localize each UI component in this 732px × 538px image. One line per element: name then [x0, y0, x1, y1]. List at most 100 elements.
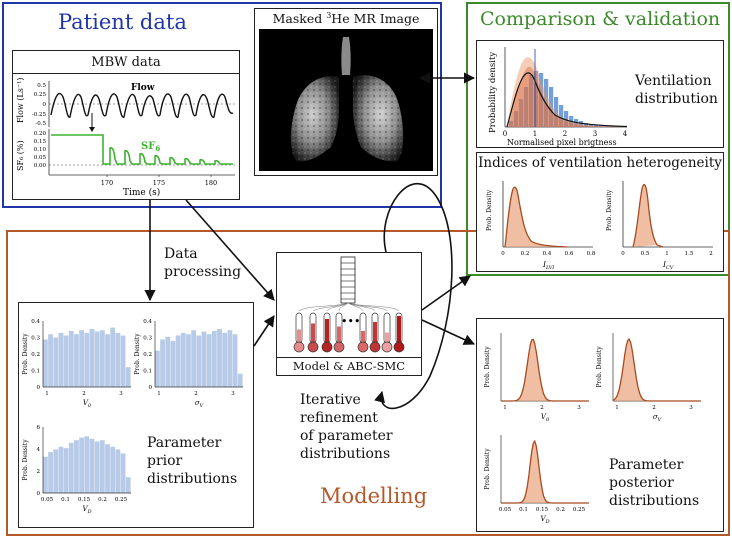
prior-bar [115, 332, 121, 387]
prior-bar [125, 477, 131, 493]
prior-y-tick: 0.2 [143, 352, 152, 358]
prior-bar [63, 335, 69, 387]
model-label: Model & ABC-SMC [292, 359, 406, 373]
lvi-x-tick: 0.4 [543, 251, 552, 257]
mbw-flow-tick: 0.25 [34, 92, 47, 98]
prior-bar [79, 437, 85, 493]
prior-bar [74, 334, 79, 387]
mbw-sf6-tick: 0.15 [34, 139, 47, 145]
ventilation-bar [564, 111, 569, 127]
prior-x-tick: 0.05 [41, 497, 54, 503]
prior-y-tick: 0 [149, 385, 153, 391]
prior-bar [160, 339, 165, 387]
posterior-y-label: Prob. Density [484, 346, 491, 388]
mbw-x-ticks: 170 175 180 [101, 175, 217, 187]
prior-bar [84, 436, 90, 493]
prior-bar [63, 448, 69, 493]
prior-y-tick: 0 [37, 491, 41, 497]
indices-panel: Indices of ventilation heterogeneity Pro… [476, 152, 724, 272]
prior-bar [170, 340, 176, 387]
ventilation-bar [529, 75, 534, 127]
ventilation-label-line1: Ventilation [635, 73, 712, 89]
data-processing-label-line2: processing [164, 264, 242, 280]
mbw-y-sf6-label: SF₆ (%) [16, 140, 25, 171]
prior-bar [94, 441, 100, 493]
prior-bar [99, 440, 105, 493]
prior-bar [115, 449, 121, 493]
trachea [341, 37, 351, 75]
prior-bar [125, 367, 131, 387]
posterior-y-label: Prob. Density [596, 346, 603, 388]
prior-y-tick: 0.2 [31, 352, 40, 358]
prior-bar [201, 331, 207, 387]
iterative-label-line1: Iterative [300, 392, 361, 408]
prior-bar [165, 336, 171, 387]
prior-label-line2: prior [147, 453, 183, 469]
ventilation-bar [589, 124, 594, 127]
prior-y-tick: 0.4 [31, 319, 40, 325]
cv-density [633, 184, 657, 247]
posterior-density-outline [501, 338, 589, 402]
prior-x-label: VD [83, 505, 92, 515]
right-lung-texture [353, 75, 404, 162]
prior-y-tick: 0.4 [143, 319, 152, 325]
modelling-region: Modelling [6, 230, 730, 536]
prior-plot: 0.4 0.3 0.2 0.1 01 2 3 σV Prob. Density [134, 319, 243, 409]
prior-bar [232, 334, 238, 387]
cv-x-ticks: 0 0.5 1 1.5 2 [621, 251, 713, 257]
lvi-x-tick: 0.8 [587, 251, 596, 257]
iterative-label-line4: distributions [300, 446, 391, 462]
iterative-label-line2: refinement [300, 410, 378, 426]
prior-bar [217, 328, 222, 387]
ventilation-y-label: Probability density [488, 52, 498, 133]
prior-y-tick: 0 [37, 385, 41, 391]
prior-bar [110, 327, 116, 387]
ventilation-panel: Probability density Normalised pixel bri… [476, 40, 724, 148]
thermometer-diagram: ••• [293, 256, 405, 353]
prior-bar [196, 335, 202, 387]
posterior-density-outline [501, 439, 589, 504]
thermometer [307, 312, 319, 353]
ventilation-bar [609, 126, 614, 127]
posterior-label-line1: Parameter [609, 457, 684, 473]
thermometer [321, 312, 333, 353]
posterior-x-tick: 0.05 [499, 507, 512, 513]
prior-bar [180, 332, 186, 387]
prior-x-tick: 0.1 [61, 497, 70, 503]
posterior-x-tick: 0.25 [573, 507, 586, 513]
prior-bar [206, 334, 212, 387]
prior-y-tick: 0.3 [31, 336, 40, 342]
mbw-chart: Flow SF6 Flow (Ls⁻¹) SF₆ (%) Time (s) 17… [16, 78, 235, 198]
prior-y-tick: 0.1 [31, 369, 40, 375]
prior-bar [68, 330, 74, 387]
mbw-data-panel: MBW data Flow SF6 Flow (Ls⁻¹) SF₆ (%) Ti… [12, 50, 240, 200]
ventilation-bar [559, 105, 564, 127]
thermometer [381, 312, 393, 353]
comparison-title: Comparison & validation [480, 8, 721, 30]
thermometer [369, 312, 381, 353]
prior-bar [222, 332, 228, 387]
mbw-flow-tick: 0.5 [37, 83, 46, 89]
model-panel: ••• Model & ABC-SMC [276, 252, 422, 376]
posterior-label-line2: posterior [609, 475, 674, 491]
prior-bar [53, 449, 59, 493]
prior-x-tick: 1 [157, 391, 161, 397]
ventilation-x-tick: 2 [563, 130, 567, 138]
prior-bar [74, 440, 79, 493]
prior-bar [120, 335, 126, 387]
indices-title: Indices of ventilation heterogeneity [478, 155, 722, 171]
posterior-density-outline [612, 337, 701, 402]
ventilation-bar [549, 87, 554, 127]
prior-bar [120, 453, 126, 493]
ventilation-bar [579, 121, 584, 127]
thermometer [293, 312, 305, 353]
ventilation-bar [539, 73, 544, 127]
fan-lines [298, 302, 400, 312]
lvi-x-label: ILVI [542, 260, 555, 271]
mbw-flow-tick: 0 [43, 102, 47, 108]
prior-x-tick: 0.25 [115, 497, 128, 503]
prior-y-tick: 4 [37, 447, 41, 453]
prior-label-line3: distributions [147, 471, 238, 487]
posterior-plot: 1 2 3 σV Prob. Density [596, 333, 701, 423]
